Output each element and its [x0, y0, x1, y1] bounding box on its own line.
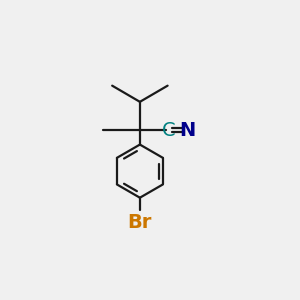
Text: N: N — [179, 121, 195, 140]
Text: C: C — [162, 121, 175, 140]
Text: Br: Br — [128, 213, 152, 232]
